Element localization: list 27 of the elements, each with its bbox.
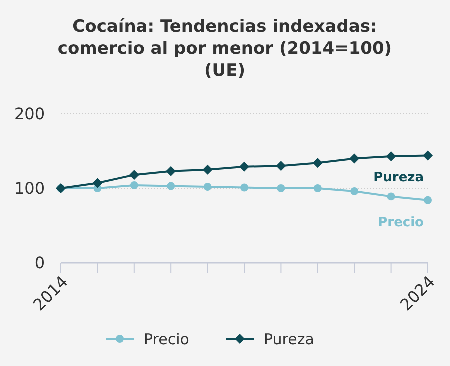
point <box>130 182 138 190</box>
legend-label: Pureza <box>264 330 314 348</box>
point <box>386 151 396 162</box>
point <box>92 178 103 188</box>
point <box>387 192 396 201</box>
point <box>314 184 322 192</box>
point <box>277 184 286 192</box>
point <box>240 184 248 192</box>
text: Precio <box>378 215 424 230</box>
point <box>167 182 176 190</box>
point <box>423 150 433 161</box>
chart-title: Cocaína: Tendencias indexadas: comercio al por menor (2014=100) (UE) <box>58 17 392 81</box>
point <box>424 196 432 204</box>
point <box>350 188 359 196</box>
text: Pureza <box>374 170 424 186</box>
y-tick-label: 100 <box>14 179 45 198</box>
y-tick-label: 200 <box>14 104 45 124</box>
point <box>276 161 286 172</box>
point <box>166 166 176 176</box>
point <box>350 154 360 164</box>
point <box>202 164 213 175</box>
point <box>312 158 323 168</box>
point <box>204 183 212 191</box>
point <box>240 162 250 172</box>
legend-label: Precio <box>144 330 190 348</box>
y-tick-label: 0 <box>34 254 45 273</box>
point <box>129 170 140 180</box>
